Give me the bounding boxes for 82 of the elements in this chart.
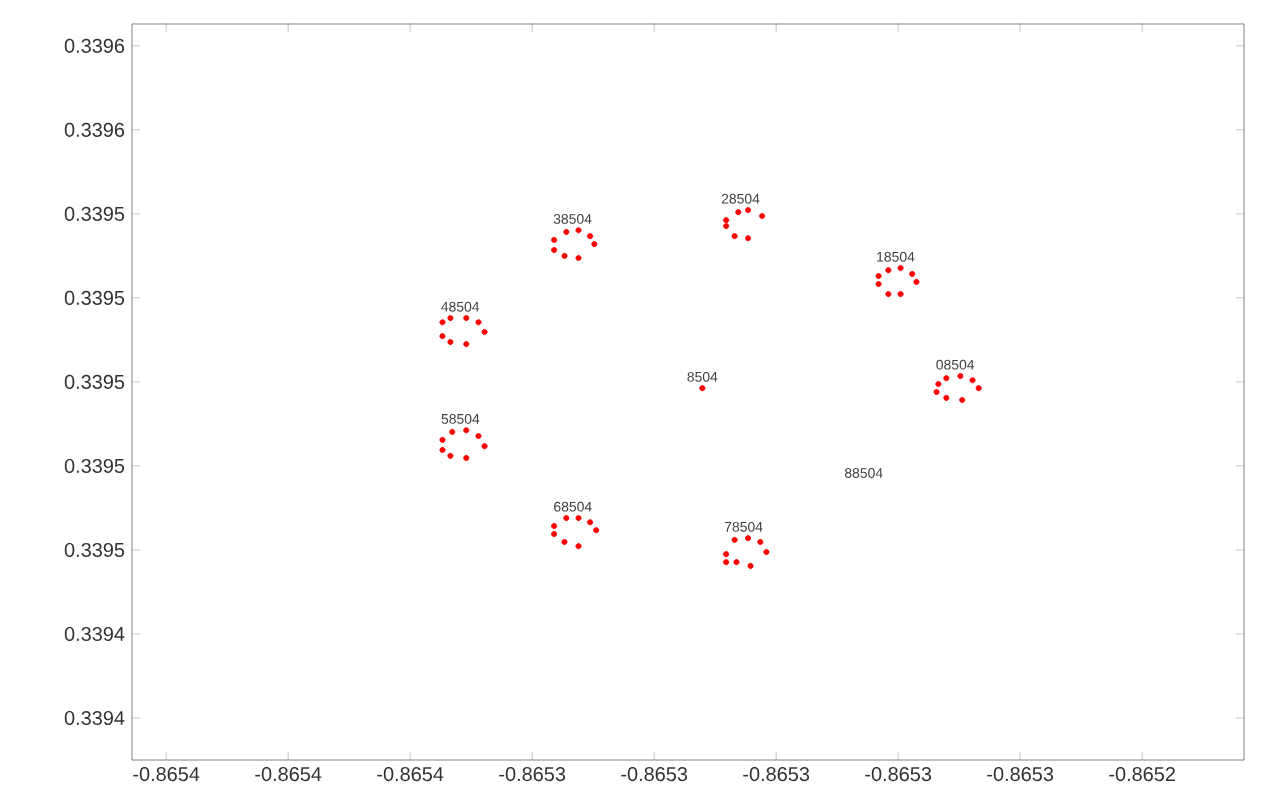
y-tick-label: 0.3395 [64, 374, 125, 389]
point [897, 265, 904, 272]
point [463, 341, 470, 348]
y-tick-label: 0.3395 [64, 458, 125, 473]
point [723, 551, 730, 558]
x-tick-label: -0.8653 [987, 767, 1054, 782]
y-tick-label: 0.3396 [64, 122, 125, 137]
point [875, 273, 882, 280]
point [575, 227, 582, 234]
point [733, 559, 740, 566]
point [943, 394, 950, 401]
x-tick-label: -0.8654 [133, 767, 200, 782]
point [897, 291, 904, 298]
point [481, 443, 488, 450]
point [913, 278, 920, 285]
point [591, 241, 598, 248]
point [449, 428, 456, 435]
point [463, 427, 470, 434]
point [439, 333, 446, 340]
point [875, 281, 882, 288]
point [587, 519, 594, 526]
point [735, 209, 742, 216]
point [975, 385, 982, 392]
x-tick-label: -0.8652 [1109, 767, 1175, 782]
y-tick-label: 0.3394 [64, 626, 125, 642]
point [763, 549, 770, 556]
point [439, 446, 446, 453]
point [575, 254, 582, 261]
point [551, 236, 558, 243]
x-tick-label: -0.8654 [255, 767, 322, 782]
point [731, 536, 738, 543]
point [757, 538, 764, 545]
point [463, 454, 470, 461]
x-tick-label: -0.8654 [377, 767, 444, 782]
point [593, 527, 600, 534]
point [551, 523, 558, 530]
point [745, 207, 752, 214]
point [745, 535, 752, 542]
point [551, 530, 558, 537]
point [759, 212, 766, 219]
point [723, 223, 730, 230]
x-tick-label: -0.8653 [743, 767, 810, 782]
point [747, 562, 754, 569]
point [723, 217, 730, 224]
y-tick-label: 0.3396 [64, 38, 125, 53]
point [699, 385, 706, 392]
point [933, 389, 940, 395]
point [575, 515, 582, 522]
point [561, 252, 568, 259]
point [475, 433, 482, 440]
point [885, 267, 892, 274]
point [943, 375, 950, 382]
point [745, 235, 752, 242]
x-tick-label: -0.8653 [865, 767, 932, 782]
point [439, 436, 446, 443]
point [463, 315, 470, 322]
point [731, 233, 738, 240]
y-tick-label: 0.3395 [64, 206, 125, 221]
point [909, 270, 916, 277]
point [957, 373, 964, 380]
point [481, 328, 488, 335]
point [969, 377, 976, 384]
y-tick-label: 0.3395 [64, 542, 125, 557]
point [959, 396, 966, 403]
point [575, 543, 582, 550]
point [447, 315, 454, 322]
point [587, 233, 594, 240]
point [723, 559, 730, 566]
y-tick-label: 0.3394 [64, 710, 125, 726]
point [563, 515, 570, 522]
point [885, 291, 892, 298]
point [447, 452, 454, 459]
point [447, 339, 454, 345]
point [551, 247, 558, 253]
x-tick-label: -0.8653 [621, 767, 688, 782]
y-tick-label: 0.3395 [64, 290, 125, 305]
point [475, 319, 482, 326]
point [935, 381, 942, 388]
point [439, 319, 446, 326]
point [563, 228, 570, 235]
x-tick-label: -0.8653 [499, 767, 566, 782]
point [561, 538, 568, 545]
